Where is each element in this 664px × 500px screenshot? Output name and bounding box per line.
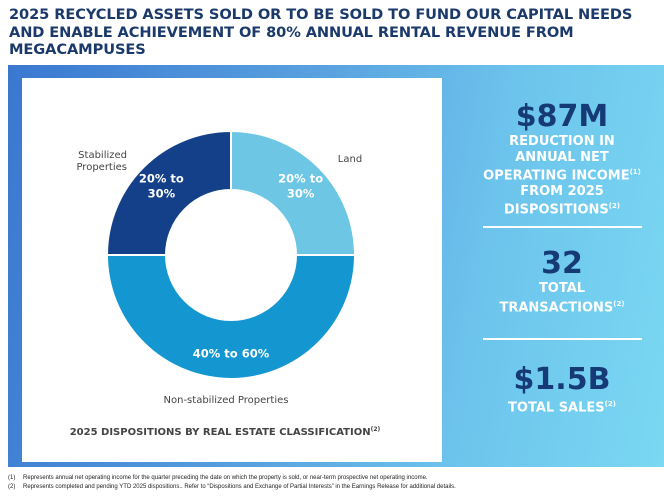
- stat-label: TOTAL SALES(2): [472, 397, 652, 416]
- stat-label-line: TOTAL SALES(2): [508, 400, 616, 416]
- stat-value: 32: [541, 246, 583, 281]
- stat-label: TOTAL TRANSACTIONS(2): [472, 281, 652, 315]
- footnote-ref: (1): [629, 168, 641, 176]
- stat-label: REDUCTION IN ANNUAL NET OPERATING INCOME(1…: [472, 134, 652, 218]
- stat-label-line: ANNUAL NET: [515, 149, 609, 165]
- footnotes: (1) Represents annual net operating incom…: [8, 474, 456, 491]
- divider: [483, 338, 642, 340]
- legend-land: Land: [338, 154, 362, 165]
- legend-stabilized-line1: Stabilized: [78, 150, 127, 161]
- footnote-2: (2) Represents completed and pending YTD …: [8, 483, 456, 490]
- footnote-1: (1) Represents annual net operating incom…: [8, 475, 428, 481]
- slice-label: 20% to 30%: [139, 171, 184, 200]
- stat-label-line: FROM 2025: [520, 183, 604, 199]
- legend-non-stabilized: Non-stabilized Properties: [164, 395, 289, 406]
- slice-label: 20% to 30%: [278, 171, 323, 200]
- page-title: 2025 RECYCLED ASSETS SOLD OR TO BE SOLD …: [9, 6, 633, 58]
- stat-label-line: OPERATING INCOME(1): [483, 168, 641, 184]
- slice-stabilized-properties: [105, 129, 232, 256]
- chart-title: 2025 DISPOSITIONS BY REAL ESTATE CLASSIF…: [70, 426, 381, 438]
- stat-noi: $87M REDUCTION IN ANNUAL NET OPERATING INC…: [472, 100, 652, 218]
- legend-stabilized-line2: Properties: [76, 162, 127, 173]
- stat-value: $87M: [515, 99, 609, 134]
- stat-label-line: DISPOSITIONS(2): [503, 202, 621, 218]
- footnote-ref: (2): [604, 400, 616, 408]
- stat-label-line: REDUCTION IN: [509, 134, 615, 149]
- divider: [483, 226, 642, 228]
- slice-label: 40% to 60%: [193, 347, 270, 361]
- slice-non-stabilized-properties: [105, 254, 357, 380]
- footnote-ref: (2): [613, 299, 625, 308]
- stat-value: $1.5B: [513, 362, 611, 397]
- stat-transactions: 32 TOTAL TRANSACTIONS(2): [472, 247, 652, 315]
- slice-land: [230, 129, 357, 256]
- stat-label-line: TOTAL: [538, 281, 586, 296]
- stat-label-line: TRANSACTIONS(2): [499, 299, 625, 315]
- footnote-ref: (2): [608, 202, 621, 211]
- donut-chart: 20% to 30%40% to 60%20% to 30% Stabilized …: [70, 129, 381, 438]
- stat-total-sales: $1.5B TOTAL SALES(2): [472, 363, 652, 416]
